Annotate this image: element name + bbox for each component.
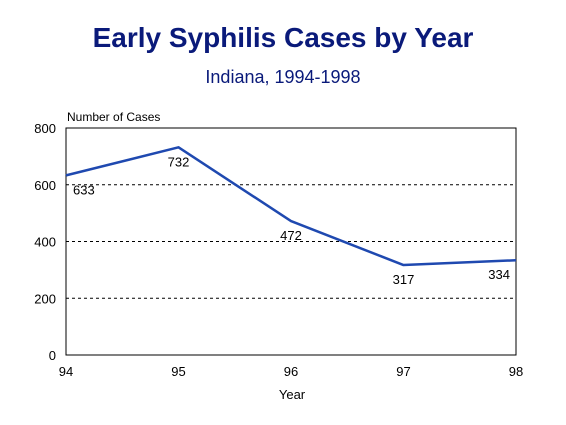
grid [66,184,516,299]
y-tick-label: 800 [34,121,56,136]
y-tick-label: 400 [34,235,56,250]
x-tick-label: 95 [171,364,185,379]
x-ticks: 94 95 96 97 98 [59,364,523,379]
x-tick-label: 98 [509,364,523,379]
x-axis-label: Year [279,387,306,402]
x-tick-label: 94 [59,364,73,379]
data-label: 334 [488,267,510,282]
data-label: 633 [73,182,95,197]
data-label: 472 [280,228,302,243]
y-axis-label: Number of Cases [67,110,160,124]
y-tick-label: 0 [49,348,56,363]
series [65,146,517,267]
y-tick-label: 200 [34,291,56,306]
chart-title: Early Syphilis Cases by Year [92,22,474,53]
x-tick-label: 97 [396,364,410,379]
x-tick-label: 96 [284,364,298,379]
y-ticks: 0 200 400 600 800 [34,121,56,363]
y-tick-label: 600 [34,178,56,193]
data-label: 317 [393,272,415,287]
chart-subtitle: Indiana, 1994-1998 [205,67,361,87]
data-labels: 633 732 472 317 334 [73,154,510,287]
data-label: 732 [168,154,190,169]
series-line [65,146,517,267]
